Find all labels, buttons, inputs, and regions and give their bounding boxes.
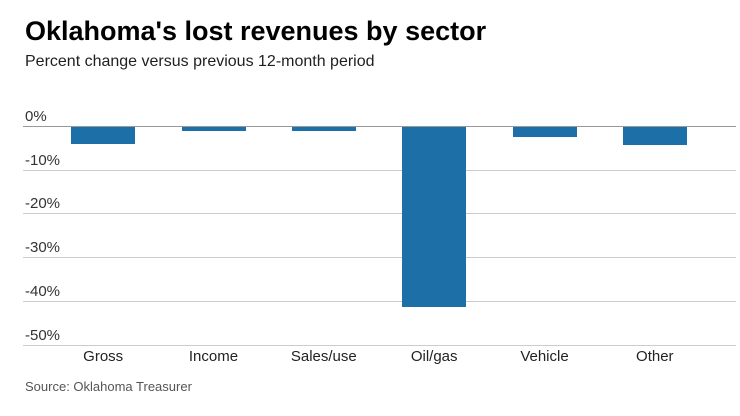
x-tick-label-other: Other bbox=[636, 348, 674, 365]
gridline bbox=[23, 257, 736, 259]
zero-baseline bbox=[23, 126, 736, 127]
x-tick-label-income: Income bbox=[188, 348, 239, 365]
chart-title: Oklahoma's lost revenues by sector bbox=[25, 16, 487, 46]
x-tick-label-oil-gas: Oil/gas bbox=[410, 348, 458, 365]
y-tick-label: 0% bbox=[25, 108, 47, 125]
bar-vehicle bbox=[512, 126, 577, 137]
source-note: Source: Oklahoma Treasurer bbox=[25, 379, 192, 394]
y-tick-label: -10% bbox=[25, 151, 61, 169]
bar-sales-use bbox=[291, 126, 356, 131]
y-tick-label: -40% bbox=[25, 282, 61, 300]
bar-other bbox=[622, 126, 687, 145]
x-tick-label-gross: Gross bbox=[83, 348, 124, 365]
bar-income bbox=[181, 126, 246, 131]
y-tick-label: -20% bbox=[25, 195, 61, 213]
gridline bbox=[23, 213, 736, 215]
y-tick-label: -30% bbox=[25, 239, 61, 257]
gridline bbox=[23, 300, 736, 302]
gridline bbox=[23, 344, 736, 346]
bar-oil-gas bbox=[402, 126, 467, 308]
bar-gross bbox=[71, 126, 136, 145]
x-tick-label-sales-use: Sales/use bbox=[290, 348, 357, 365]
gridline bbox=[23, 169, 736, 171]
y-tick-label: -50% bbox=[25, 326, 61, 344]
chart-subtitle: Percent change versus previous 12-month … bbox=[25, 53, 375, 70]
x-tick-label-vehicle: Vehicle bbox=[520, 348, 569, 365]
